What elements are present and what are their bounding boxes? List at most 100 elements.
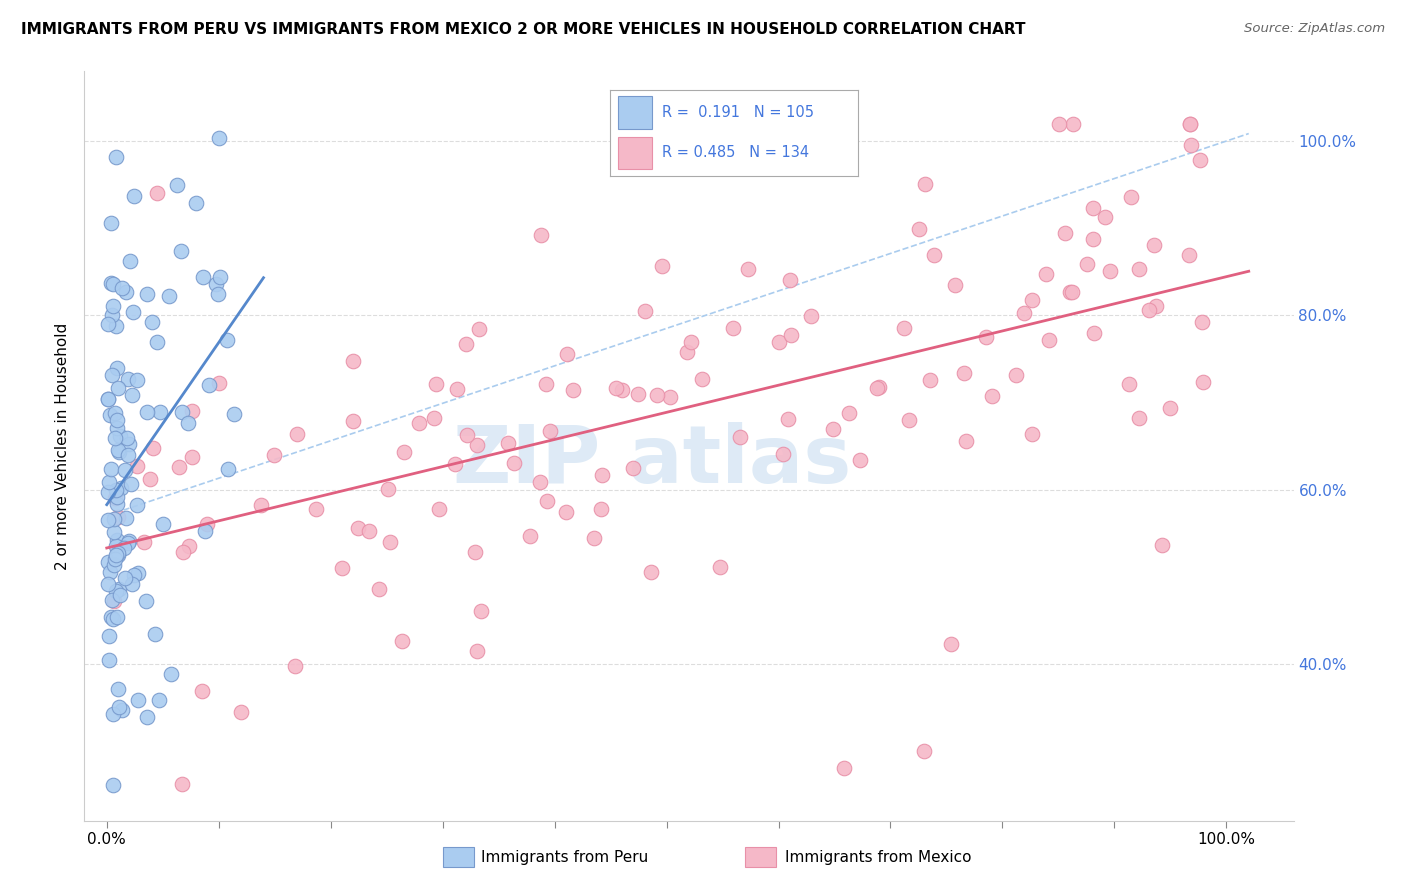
Point [1021, 426, 1043, 441]
Text: Source: ZipAtlas.com: Source: ZipAtlas.com [1244, 22, 1385, 36]
Point [179, 540, 201, 554]
Point [627, 386, 650, 401]
Point [105, 413, 128, 427]
Point [838, 406, 860, 420]
Point [1119, 190, 1142, 204]
Point [148, 693, 170, 707]
Point [139, 472, 162, 486]
Point [427, 502, 450, 516]
Point [284, 659, 307, 673]
Point [779, 273, 801, 287]
Point [1047, 117, 1070, 131]
Point [107, 381, 129, 395]
Point [1191, 315, 1213, 329]
Point [176, 417, 198, 431]
Point [169, 459, 191, 474]
Point [120, 254, 142, 268]
Point [658, 390, 681, 404]
Point [127, 458, 149, 473]
Text: Immigrants from Mexico: Immigrants from Mexico [785, 850, 972, 864]
Point [118, 437, 141, 451]
Point [98, 475, 121, 490]
Point [104, 483, 127, 497]
Point [97, 555, 120, 569]
Point [107, 682, 129, 697]
Point [423, 410, 446, 425]
Point [98, 408, 121, 422]
Point [1188, 153, 1211, 167]
Point [1021, 293, 1043, 307]
Point [468, 322, 491, 336]
Point [127, 373, 149, 387]
Point [980, 389, 1002, 403]
Point [908, 222, 931, 236]
Point [145, 627, 167, 641]
Point [103, 431, 125, 445]
Point [1081, 232, 1104, 246]
Point [97, 513, 120, 527]
Point [285, 426, 308, 441]
Text: IMMIGRANTS FROM PERU VS IMMIGRANTS FROM MEXICO 2 OR MORE VEHICLES IN HOUSEHOLD C: IMMIGRANTS FROM PERU VS IMMIGRANTS FROM … [21, 22, 1025, 37]
Point [160, 666, 183, 681]
Point [583, 531, 606, 545]
Point [107, 548, 129, 562]
Point [186, 195, 208, 210]
Point [1062, 285, 1084, 299]
Point [229, 706, 252, 720]
Point [103, 524, 125, 539]
Point [194, 524, 217, 538]
Point [101, 277, 124, 292]
Point [104, 552, 127, 566]
Point [330, 561, 353, 575]
Point [1191, 375, 1213, 389]
Point [623, 461, 645, 475]
Point [209, 270, 232, 285]
Point [101, 368, 124, 383]
Point [205, 277, 228, 292]
Point [135, 286, 157, 301]
Point [170, 244, 193, 258]
Point [191, 683, 214, 698]
Point [1118, 377, 1140, 392]
Point [640, 566, 662, 580]
Point [105, 420, 128, 434]
Text: ZIP atlas: ZIP atlas [454, 422, 852, 500]
Point [1038, 333, 1060, 347]
Point [464, 545, 486, 559]
Point [100, 462, 122, 476]
Point [342, 414, 364, 428]
Point [127, 566, 149, 581]
Point [1062, 117, 1084, 131]
Point [105, 361, 128, 376]
Point [730, 430, 752, 444]
Point [939, 638, 962, 652]
Point [1128, 261, 1150, 276]
Point [98, 629, 121, 643]
Point [821, 422, 844, 436]
Point [121, 388, 143, 402]
Point [1152, 538, 1174, 552]
Point [709, 559, 731, 574]
Point [263, 449, 285, 463]
Point [645, 388, 668, 402]
Point [108, 445, 131, 459]
Point [893, 321, 915, 335]
Point [1005, 368, 1028, 383]
Point [101, 593, 124, 607]
Point [1012, 305, 1035, 319]
Point [1137, 302, 1160, 317]
Point [529, 475, 551, 489]
Point [172, 405, 194, 419]
Point [914, 177, 936, 191]
Point [104, 539, 127, 553]
Point [108, 588, 131, 602]
Point [100, 276, 122, 290]
Point [945, 278, 967, 293]
Point [1059, 285, 1081, 299]
Point [922, 248, 945, 262]
Point [1178, 117, 1201, 131]
Point [195, 516, 218, 531]
Point [112, 541, 135, 556]
Point [122, 189, 145, 203]
Point [562, 384, 585, 398]
